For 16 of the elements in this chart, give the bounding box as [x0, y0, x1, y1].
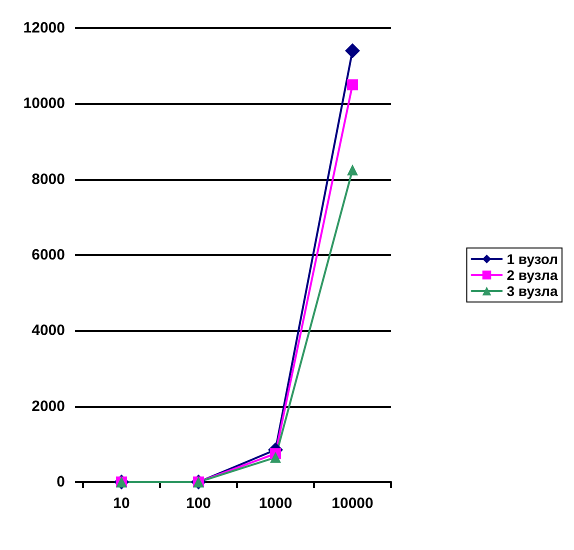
- y-tick-label: 2000: [32, 398, 65, 415]
- point: [347, 79, 358, 90]
- y-tick-label: 0: [56, 474, 65, 490]
- y-tick-label: 6000: [32, 246, 65, 264]
- y-tick-label: 4000: [32, 322, 65, 340]
- x-tick-label: 10: [113, 495, 130, 512]
- y-tick-label: 10000: [23, 95, 65, 112]
- point: [345, 43, 360, 58]
- legend-label: 3 вузла: [506, 283, 558, 299]
- legend-label: 1 вузол: [506, 251, 558, 267]
- x-tick-label: 10000: [332, 495, 374, 512]
- x-tick-label: 1000: [258, 495, 292, 512]
- legend-label: 2 вузла: [506, 267, 558, 283]
- y-tick-label: 8000: [32, 170, 65, 188]
- x-tick-label: 100: [186, 495, 212, 512]
- y-tick-label: 12000: [23, 20, 65, 36]
